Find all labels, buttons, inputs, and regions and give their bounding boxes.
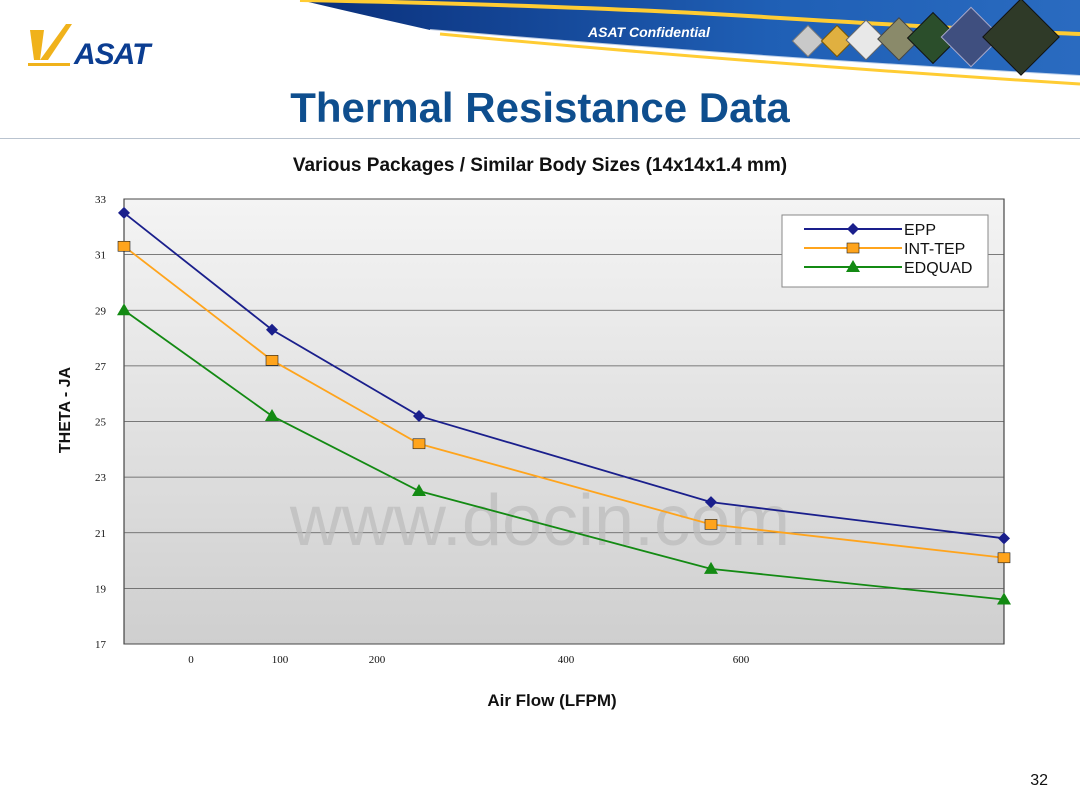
x-tick-label: 0 xyxy=(188,654,194,666)
x-axis-label: Air Flow (LFPM) xyxy=(487,691,616,710)
data-point-int-tep xyxy=(704,519,718,530)
chart-title: Various Packages / Similar Body Sizes (1… xyxy=(292,155,788,176)
y-tick-label: 17 xyxy=(95,639,107,651)
y-tick-label: 27 xyxy=(95,361,107,373)
asat-logo-mark xyxy=(28,24,72,66)
data-point-epp xyxy=(413,409,425,422)
data-point-int-tep xyxy=(412,438,426,450)
y-tick-label: 25 xyxy=(95,417,107,429)
slide-header: ASAT Confidential ASAT Thermal Resistanc… xyxy=(0,0,1080,140)
y-tick-label: 21 xyxy=(95,528,106,540)
page-number: 32 xyxy=(1030,772,1048,789)
x-tick-label: 600 xyxy=(733,654,750,666)
x-tick-label: 200 xyxy=(369,654,386,666)
data-point-edquad xyxy=(704,561,718,574)
y-tick-labels: 17 19 21 23 25 27 29 31 33 xyxy=(95,194,107,651)
y-tick-label: 19 xyxy=(95,583,107,595)
legend-marker xyxy=(846,260,860,272)
y-tick-label: 23 xyxy=(95,472,107,484)
series-lines xyxy=(117,206,1011,605)
data-point-epp xyxy=(998,532,1010,545)
legend-label: INT-TEP xyxy=(904,241,965,258)
data-point-epp xyxy=(705,496,717,509)
y-tick-label: 31 xyxy=(95,250,106,262)
legend: EPP INT-TEP EDQUAD xyxy=(781,214,989,288)
confidential-label: ASAT Confidential xyxy=(588,24,710,40)
data-point-epp xyxy=(266,323,278,336)
x-tick-label: 100 xyxy=(272,654,289,666)
page-title: Thermal Resistance Data xyxy=(290,84,790,131)
data-point-int-tep xyxy=(997,552,1011,564)
x-tick-label: 400 xyxy=(558,654,575,666)
legend-label: EPP xyxy=(904,222,936,239)
chip-images xyxy=(791,0,1060,76)
gridlines xyxy=(124,198,1004,645)
data-point-int-tep xyxy=(265,355,279,366)
asat-logo-text: ASAT xyxy=(74,38,150,71)
legend-marker xyxy=(847,223,859,235)
data-point-edquad xyxy=(117,303,131,316)
y-tick-label: 33 xyxy=(95,194,107,206)
x-tick-labels: 0 100 200 400 600 xyxy=(188,654,750,666)
y-tick-label: 29 xyxy=(95,305,107,317)
legend-box xyxy=(781,214,989,288)
legend-label: EDQUAD xyxy=(904,260,972,277)
y-axis-label: THETA - JA xyxy=(57,366,74,453)
data-point-edquad xyxy=(265,408,279,421)
data-point-edquad xyxy=(412,484,426,497)
data-point-epp xyxy=(118,206,130,219)
data-point-int-tep xyxy=(117,240,131,252)
title-divider xyxy=(0,138,1080,139)
data-point-edquad xyxy=(997,592,1011,605)
legend-marker xyxy=(846,242,860,254)
header-banner xyxy=(28,0,1080,86)
